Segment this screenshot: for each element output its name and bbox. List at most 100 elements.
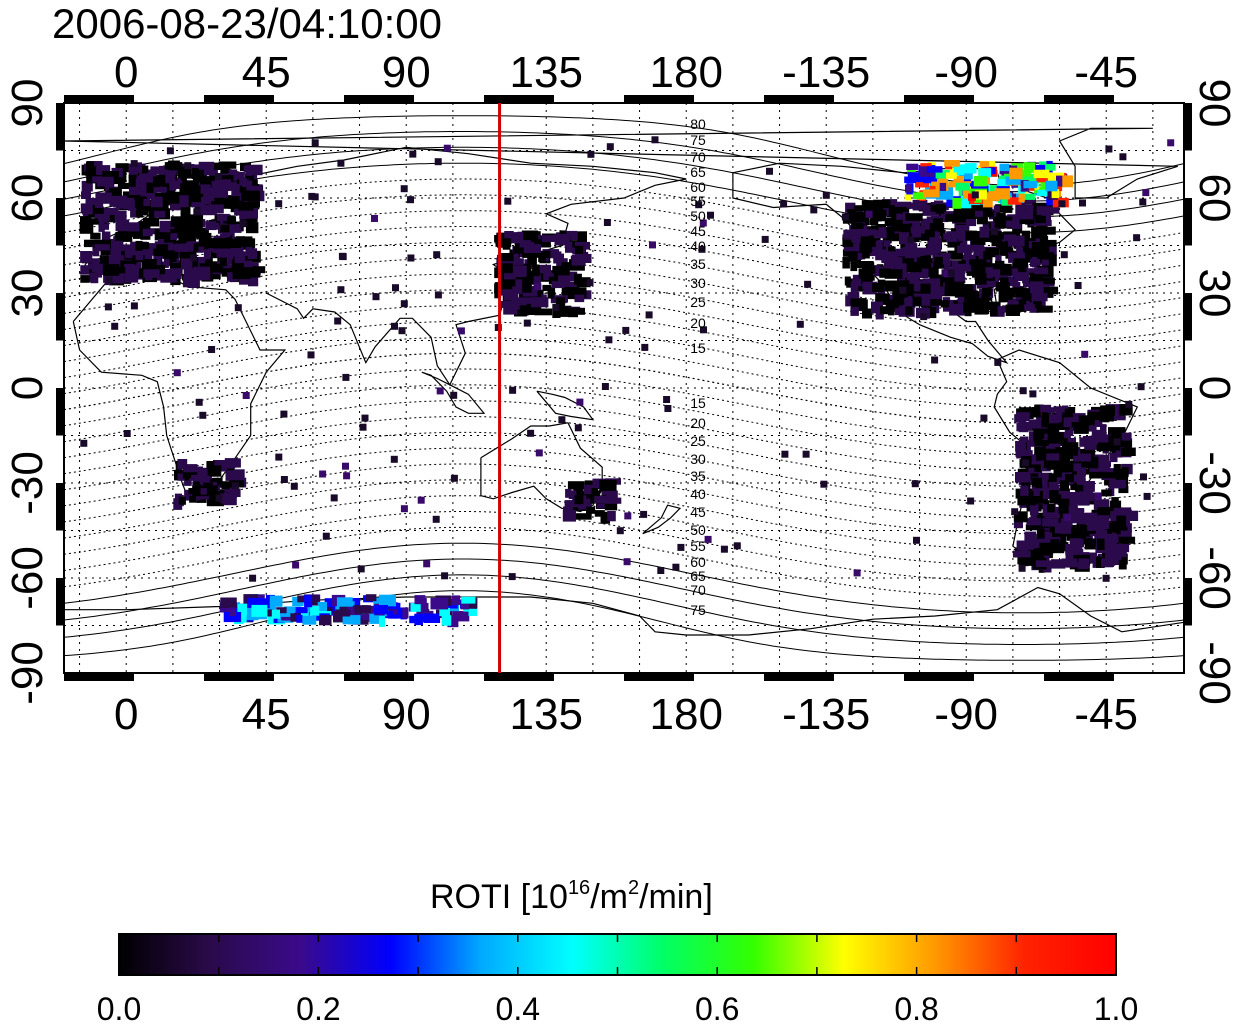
roti-cell bbox=[190, 227, 209, 239]
roti-cell bbox=[1041, 551, 1053, 559]
roti-cell bbox=[853, 569, 861, 577]
roti-cell bbox=[284, 606, 302, 613]
roti-cell bbox=[342, 615, 361, 625]
roti-cell bbox=[148, 209, 156, 219]
roti-cell bbox=[450, 474, 458, 482]
roti-cell bbox=[1041, 211, 1051, 222]
roti-cell bbox=[601, 511, 611, 519]
roti-cell bbox=[338, 252, 346, 260]
roti-cell bbox=[170, 268, 182, 279]
roti-cell bbox=[523, 244, 541, 253]
roti-cell bbox=[1015, 442, 1023, 449]
roti-cell bbox=[1020, 193, 1036, 200]
roti-cell bbox=[195, 398, 203, 406]
roti-cell bbox=[123, 430, 131, 437]
colorbar-tick-label: 0.6 bbox=[695, 991, 739, 1024]
mlat-contour bbox=[63, 558, 1185, 630]
roti-cell bbox=[583, 484, 597, 495]
roti-cell bbox=[201, 189, 215, 202]
roti-cell bbox=[215, 173, 223, 180]
roti-cell bbox=[142, 228, 153, 237]
roti-cell bbox=[677, 543, 685, 551]
roti-cell bbox=[295, 607, 308, 614]
roti-cell bbox=[503, 299, 516, 310]
roti-cell bbox=[232, 267, 251, 280]
roti-cell bbox=[244, 173, 254, 181]
mlat-contour bbox=[63, 400, 1185, 471]
roti-cell bbox=[886, 226, 895, 239]
roti-cell bbox=[1102, 574, 1110, 582]
roti-cell bbox=[766, 167, 773, 175]
roti-cell bbox=[914, 294, 931, 306]
roti-cell bbox=[226, 245, 244, 257]
contour-label-north: 15 bbox=[690, 340, 706, 356]
roti-cell bbox=[930, 231, 941, 242]
roti-cell bbox=[921, 218, 931, 227]
roti-cell bbox=[319, 615, 332, 626]
frame-bar-left bbox=[56, 198, 64, 246]
roti-cell bbox=[922, 189, 940, 198]
roti-cell bbox=[522, 249, 537, 258]
roti-cell bbox=[143, 245, 162, 256]
roti-cell bbox=[574, 424, 582, 432]
roti-cell bbox=[1018, 564, 1026, 572]
roti-cell bbox=[374, 605, 388, 615]
roti-cell bbox=[564, 500, 580, 507]
roti-cell bbox=[107, 190, 118, 199]
roti-cell bbox=[994, 188, 1010, 200]
roti-cell bbox=[184, 476, 192, 486]
roti-cell bbox=[850, 299, 868, 312]
roti-cell bbox=[1008, 299, 1017, 307]
roti-cell bbox=[212, 477, 223, 488]
contour-label-north: 20 bbox=[690, 315, 706, 331]
roti-cell bbox=[953, 175, 964, 185]
roti-cell bbox=[113, 177, 123, 185]
roti-cell bbox=[991, 235, 1003, 247]
roti-cell bbox=[971, 180, 989, 193]
roti-cell bbox=[1023, 180, 1038, 189]
roti-cell bbox=[136, 205, 149, 216]
roti-cell bbox=[1005, 176, 1022, 185]
roti-cell bbox=[85, 198, 99, 205]
roti-cell bbox=[1021, 174, 1036, 183]
roti-cell bbox=[203, 167, 218, 176]
roti-cell bbox=[542, 235, 560, 242]
roti-cell bbox=[991, 221, 998, 231]
roti-cell bbox=[1051, 488, 1068, 500]
roti-cell bbox=[107, 255, 125, 266]
roti-cell bbox=[895, 248, 909, 257]
roti-cell bbox=[1024, 531, 1037, 543]
roti-cell bbox=[1119, 404, 1133, 416]
roti-cell bbox=[183, 276, 193, 285]
roti-cell bbox=[271, 609, 280, 619]
roti-cell bbox=[875, 308, 884, 320]
roti-cell bbox=[983, 251, 993, 260]
roti-cell bbox=[961, 254, 976, 265]
roti-cell bbox=[243, 165, 257, 173]
roti-cell bbox=[194, 256, 210, 268]
roti-cell bbox=[190, 168, 205, 179]
roti-cell bbox=[1105, 435, 1121, 445]
colorbar-title: ROTI [1016/m2/min] bbox=[430, 877, 713, 916]
roti-cell bbox=[1005, 276, 1019, 287]
roti-cell bbox=[594, 495, 610, 504]
roti-cell bbox=[136, 242, 150, 250]
roti-cell bbox=[1027, 304, 1034, 311]
roti-cell bbox=[704, 535, 712, 543]
roti-cell bbox=[275, 453, 283, 461]
roti-cell bbox=[1058, 504, 1069, 514]
roti-cell bbox=[943, 270, 951, 278]
roti-cell bbox=[938, 176, 948, 185]
contour-label-north: 30 bbox=[690, 275, 706, 291]
roti-cell bbox=[952, 214, 967, 223]
roti-cell bbox=[935, 169, 950, 179]
roti-cell bbox=[1142, 189, 1150, 197]
roti-cell bbox=[1018, 194, 1025, 203]
roti-cell bbox=[290, 613, 301, 622]
roti-cell bbox=[907, 236, 915, 244]
roti-cell bbox=[1118, 536, 1136, 544]
roti-cell bbox=[242, 392, 250, 399]
roti-cell bbox=[871, 301, 883, 314]
roti-cell bbox=[221, 481, 231, 490]
